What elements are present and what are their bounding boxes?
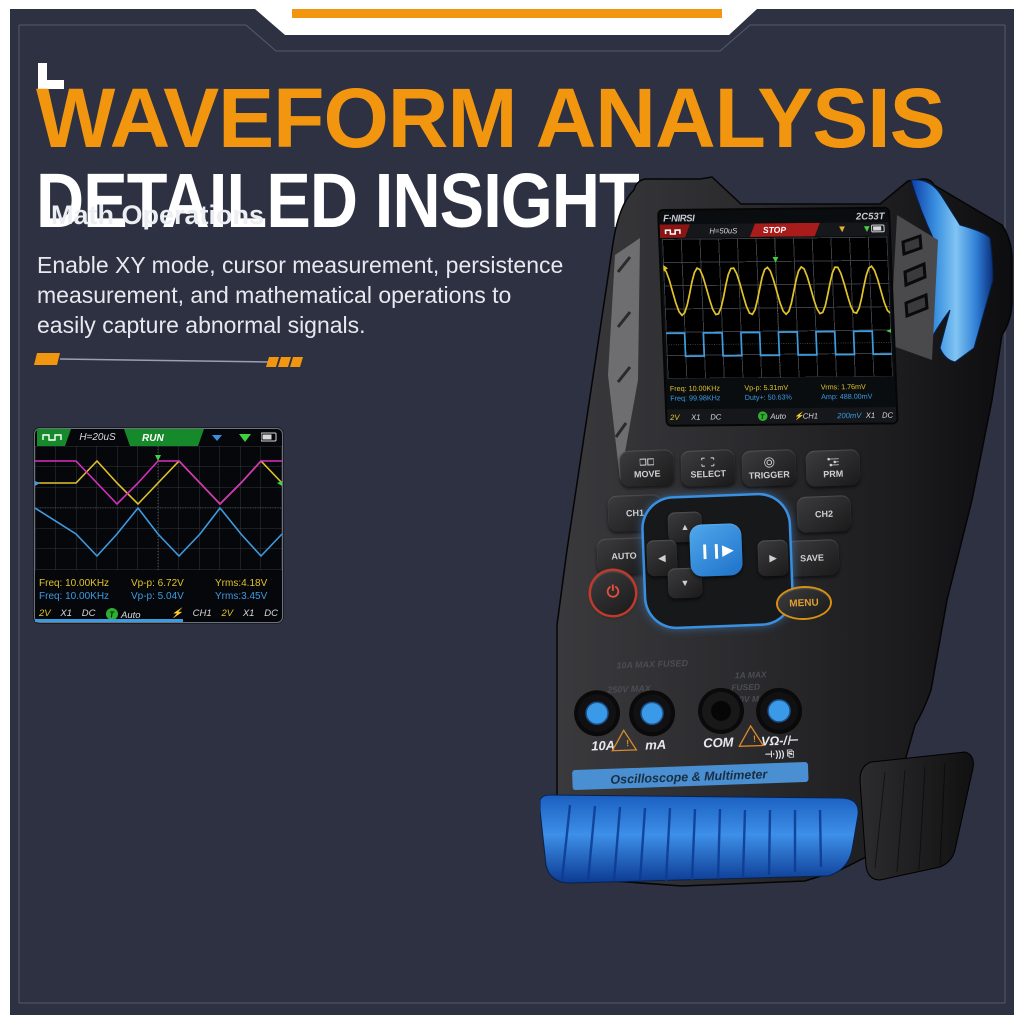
svg-text:2V: 2V (669, 413, 681, 422)
svg-text:mA: mA (645, 737, 666, 753)
svg-text:Duty+: 50.63%: Duty+: 50.63% (745, 392, 793, 402)
svg-text:!: ! (626, 738, 629, 748)
svg-text:Auto: Auto (769, 412, 787, 421)
svg-text:10A MAX FUSED: 10A MAX FUSED (616, 658, 688, 671)
svg-text:DC: DC (882, 411, 894, 420)
svg-text:STOP: STOP (763, 225, 787, 235)
svg-text:Vp-p: 6.72V: Vp-p: 6.72V (131, 578, 184, 589)
svg-text:Yrms:4.18V: Yrms:4.18V (215, 578, 268, 589)
svg-text:!: ! (753, 734, 756, 744)
svg-text:X1: X1 (690, 413, 701, 422)
svg-text:200mV: 200mV (836, 411, 862, 420)
svg-text:X1: X1 (865, 411, 876, 420)
svg-text:Vp-p: 5.31mV: Vp-p: 5.31mV (744, 383, 788, 392)
svg-text:1A MAX: 1A MAX (735, 669, 768, 680)
svg-text:Freq: 10.00KHz: Freq: 10.00KHz (39, 578, 109, 589)
svg-text:FUSED: FUSED (731, 682, 760, 693)
svg-text:VΩ-/⊢: VΩ-/⊢ (761, 733, 799, 748)
svg-text:H=50uS: H=50uS (709, 226, 738, 235)
svg-text:Vp-p: 5.04V: Vp-p: 5.04V (131, 591, 184, 602)
svg-text:Freq: 99.98KHz: Freq: 99.98KHz (670, 393, 721, 403)
svg-text:Freq: 10.00KHz: Freq: 10.00KHz (670, 384, 721, 394)
svg-text:Amp: 488.00mV: Amp: 488.00mV (821, 392, 873, 402)
svg-text:RUN: RUN (142, 433, 164, 444)
svg-text:DC: DC (710, 412, 722, 421)
svg-text:CH1: CH1 (803, 411, 819, 420)
svg-text:Freq: 10.00KHz: Freq: 10.00KHz (39, 591, 109, 602)
svg-text:Vrms: 1.76mV: Vrms: 1.76mV (821, 382, 867, 392)
svg-text:COM: COM (703, 734, 735, 750)
svg-text:⊣·))) ⎘: ⊣·))) ⎘ (764, 748, 795, 759)
svg-text:Yrms:3.45V: Yrms:3.45V (215, 591, 268, 602)
